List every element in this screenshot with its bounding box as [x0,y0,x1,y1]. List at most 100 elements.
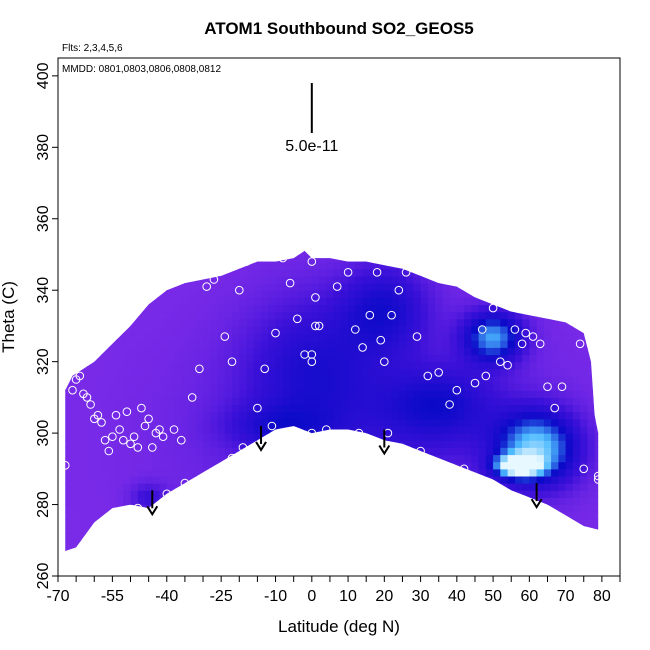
heatmap-cell [232,254,240,263]
heatmap-cell [116,497,124,506]
heatmap-cell [304,397,313,406]
heatmap-cell [224,254,233,263]
heatmap-cell [413,468,422,477]
heatmap-cell [435,518,443,527]
heatmap-cell [602,369,610,377]
heatmap-cell [174,275,182,284]
heatmap-cell [72,325,81,334]
heatmap-cell [442,404,451,413]
heatmap-cell [340,504,349,513]
heatmap-cell [333,526,342,534]
heatmap-cell [340,511,349,520]
heatmap-cell [282,526,291,534]
heatmap-cell [304,297,313,306]
heatmap-cell [456,454,465,463]
heatmap-cell [174,325,182,334]
heatmap-cell [94,433,103,441]
heatmap-cell [398,461,407,470]
heatmap-cell [594,533,599,541]
heatmap-cell [348,526,356,534]
data-point [593,475,603,484]
heatmap-cell [188,261,197,270]
heatmap-cell [493,497,501,506]
heatmap-cell [355,283,364,291]
heatmap-cell [101,347,110,356]
heatmap-cell [65,468,66,477]
heatmap-cell [587,504,596,513]
x-tick-label: -40 [155,588,178,605]
heatmap-cell [398,250,407,255]
heatmap-cell [282,333,291,341]
heatmap-cell [537,555,545,563]
heatmap-cell [442,540,451,548]
heatmap-cell [94,368,103,377]
heatmap-cell [493,468,501,477]
heatmap-cell [304,526,313,534]
heatmap-cell [152,275,161,284]
heatmap-cell [87,347,95,356]
heatmap-cell [159,440,168,448]
heatmap-cell [261,275,269,284]
heatmap-cell [427,283,436,291]
heatmap-cell [514,540,523,548]
heatmap-cell [326,440,335,448]
heatmap-cell [261,518,269,527]
heatmap-cell [580,254,588,263]
heatmap-cell [319,318,327,327]
heatmap-cell [166,361,175,370]
heatmap-cell [543,476,552,484]
heatmap-cell [87,426,95,434]
heatmap-cell [253,275,262,284]
heatmap-cell [239,397,248,406]
heatmap-cell [529,440,538,448]
heatmap-cell [558,254,567,263]
heatmap-cell [116,483,124,491]
heatmap-cell [116,261,124,270]
heatmap-cell [449,418,458,427]
heatmap-cell [210,461,219,470]
heatmap-cell [79,497,88,506]
heatmap-cell [195,254,204,263]
heatmap-cell [72,547,81,551]
heatmap-cell [479,555,487,563]
heatmap-cell [413,340,422,348]
data-point [75,371,85,381]
heatmap-cell [507,476,516,484]
heatmap-cell [464,411,472,420]
heatmap-cell [391,418,400,427]
heatmap-cell [304,426,313,434]
heatmap-cell [340,418,349,427]
data-point [238,443,248,452]
heatmap-cell [471,311,480,320]
heatmap-cell [65,404,74,413]
heatmap-cell [464,526,472,534]
heatmap-cell [478,426,487,434]
heatmap-cell [94,418,103,427]
heatmap-cell [471,347,480,356]
heatmap-cell [572,290,581,298]
heatmap-cell [536,347,545,356]
heatmap-cell [261,268,269,277]
heatmap-cell [290,433,298,441]
heatmap-cell [471,518,480,527]
heatmap-cell [181,511,190,520]
heatmap-cell [145,268,153,277]
heatmap-cell [435,325,443,334]
heatmap-cell [384,490,393,498]
heatmap-cell [580,461,588,470]
heatmap-cell [87,468,95,477]
heatmap-cell [435,375,443,384]
heatmap-cell [565,290,574,298]
heatmap-cell [355,518,364,527]
heatmap-cell [290,368,298,377]
heatmap-cell [471,533,480,541]
heatmap-cell [435,361,443,370]
heatmap-cell [195,468,204,477]
heatmap-cell [536,461,545,470]
heatmap-cell [174,250,182,255]
heatmap-cell [464,418,472,427]
heatmap-cell [319,497,327,506]
heatmap-cell [558,340,567,348]
heatmap-cell [65,547,74,551]
heatmap-cell [543,526,552,534]
